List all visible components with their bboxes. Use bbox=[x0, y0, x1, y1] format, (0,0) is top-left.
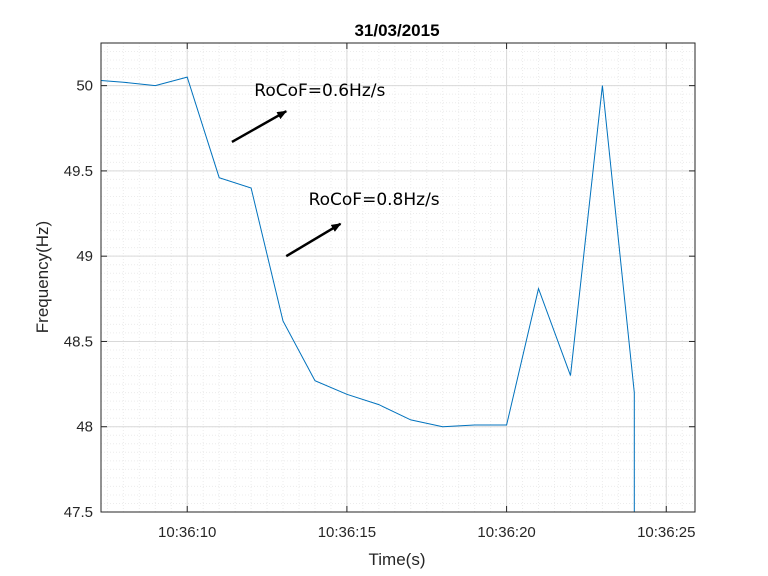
y-tick-label: 50 bbox=[76, 78, 93, 95]
major-grid bbox=[101, 43, 695, 513]
annotation-arrow-2 bbox=[285, 222, 342, 258]
x-tick-label: 10:36:25 bbox=[637, 524, 695, 541]
y-axis-label: Frequency(Hz) bbox=[33, 221, 52, 333]
y-tick-label: 47.5 bbox=[64, 504, 93, 521]
x-tick-label: 10:36:15 bbox=[318, 524, 376, 541]
x-axis-ticks: 10:36:10 10:36:15 10:36:20 10:36:25 bbox=[158, 43, 695, 541]
chart-title: 31/03/2015 bbox=[354, 21, 439, 40]
y-tick-label: 49 bbox=[76, 248, 93, 265]
y-tick-label: 49.5 bbox=[64, 163, 93, 180]
annotation-arrow-1 bbox=[231, 110, 288, 144]
frequency-series-line bbox=[100, 76, 635, 512]
x-tick-label: 10:36:10 bbox=[158, 524, 216, 541]
y-tick-label: 48 bbox=[76, 419, 93, 436]
x-tick-label: 10:36:20 bbox=[477, 524, 535, 541]
rocof-annotation-2: RoCoF=0.8Hz/s bbox=[309, 190, 440, 210]
annotations: RoCoF=0.6Hz/s RoCoF=0.8Hz/s bbox=[231, 81, 440, 258]
y-axis-ticks: 47.5 48 48.5 49 49.5 50 bbox=[64, 78, 695, 521]
plot-area-frame bbox=[100, 42, 696, 513]
rocof-annotation-1: RoCoF=0.6Hz/s bbox=[254, 81, 385, 101]
minor-grid bbox=[101, 42, 695, 513]
x-axis-label: Time(s) bbox=[369, 550, 426, 569]
y-tick-label: 48.5 bbox=[64, 333, 93, 350]
